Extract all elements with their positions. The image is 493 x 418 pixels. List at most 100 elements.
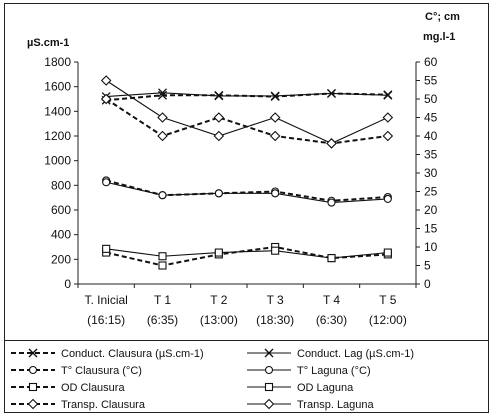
legend-label: Transp. Laguna — [297, 399, 375, 411]
right-tick-label: 45 — [424, 111, 438, 125]
data-point — [270, 91, 280, 101]
left-axis-title: µS.cm-1 — [27, 37, 69, 49]
right-tick-label: 20 — [424, 203, 438, 217]
legend: Conduct. Clausura (µS.cm-1) Conduct. Lag … — [5, 340, 488, 411]
data-point — [214, 189, 223, 198]
left-tick-label: 1200 — [44, 129, 71, 143]
x-category-label: T 1 — [154, 293, 171, 307]
legend-item: T° Laguna (°C) — [247, 365, 371, 377]
legend-marker — [28, 348, 38, 358]
series-0 — [101, 88, 393, 105]
legend-label: Conduct. Clausura (µS.cm-1) — [61, 348, 204, 360]
x-category-time: (6:35) — [147, 313, 178, 327]
legend-label: OD Laguna — [297, 382, 354, 394]
chart-frame: µS.cm-1 C°; cm mg.l-1 0 200 400 600 800 1000 1… — [4, 3, 489, 413]
data-point — [269, 130, 281, 142]
series-line — [105, 80, 389, 145]
left-tick-label: 0 — [64, 277, 71, 291]
legend-item: Transp. Clausura — [11, 398, 146, 411]
data-point — [383, 248, 392, 257]
legend-item: Transp. Laguna — [247, 398, 375, 411]
data-point — [327, 198, 336, 207]
data-point — [213, 112, 225, 123]
right-tick-label: 60 — [424, 55, 438, 69]
data-point — [157, 112, 168, 123]
right-tick-label: 55 — [424, 74, 438, 88]
legend-marker — [28, 365, 38, 375]
left-tick-label: 800 — [51, 178, 71, 192]
legend-label: Transp. Clausura — [61, 399, 146, 411]
x-category-label: T 5 — [379, 293, 396, 307]
legend-label: T° Clausura (°C) — [61, 365, 142, 377]
series-3 — [102, 178, 392, 207]
legend-marker — [264, 382, 274, 392]
series-line — [105, 245, 388, 267]
line-chart: µS.cm-1 C°; cm mg.l-1 020040060080010001… — [27, 11, 460, 327]
left-tick-label: 200 — [51, 252, 71, 266]
x-category-label: T 3 — [267, 293, 284, 307]
data-point — [271, 246, 280, 255]
data-point — [383, 90, 393, 100]
data-point — [214, 91, 224, 101]
right-tick-label: 15 — [424, 222, 438, 236]
left-tick-label: 1800 — [44, 55, 71, 69]
data-point — [158, 261, 167, 270]
series-5 — [102, 244, 392, 263]
right-tick-label: 30 — [424, 166, 438, 180]
legend-item: OD Clausura — [11, 382, 125, 394]
series-7 — [100, 75, 394, 149]
legend-item: T° Clausura (°C) — [11, 365, 142, 377]
legend-label: T° Laguna (°C) — [297, 365, 371, 377]
data-point — [102, 244, 111, 253]
x-category-time: (18:30) — [256, 313, 294, 327]
x-category-time: (13:00) — [200, 313, 238, 327]
data-point — [382, 130, 394, 142]
legend-marker — [264, 365, 274, 375]
right-axis-title-line1: C°; cm — [425, 11, 460, 23]
series-line — [106, 248, 388, 259]
right-tick-label: 10 — [424, 240, 438, 254]
right-axis-title-line2: mg.l-1 — [423, 31, 455, 43]
x-category-time: (16:15) — [87, 313, 125, 327]
x-category-time: (12:00) — [369, 313, 407, 327]
data-point — [327, 254, 336, 263]
x-category-label: T 4 — [323, 293, 340, 307]
x-category-label: T. Inicial — [84, 293, 127, 307]
series-line — [105, 179, 388, 202]
data-point — [100, 93, 112, 105]
legend-item: OD Laguna — [247, 382, 354, 394]
right-tick-label: 50 — [424, 92, 438, 106]
legend-marker — [264, 348, 274, 358]
legend-marker — [263, 398, 275, 410]
legend-label: OD Clausura — [61, 382, 125, 394]
left-tick-label: 1000 — [44, 154, 71, 168]
legend-marker — [27, 398, 39, 410]
data-point — [383, 194, 392, 203]
x-category-label: T 2 — [210, 293, 227, 307]
data-point — [269, 112, 281, 123]
data-point — [326, 138, 337, 149]
legend-item: Conduct. Clausura (µS.cm-1) — [11, 348, 204, 360]
series-6 — [100, 93, 394, 149]
data-point — [157, 130, 168, 142]
left-tick-label: 1400 — [44, 104, 71, 118]
x-category-time: (6:30) — [316, 313, 347, 327]
data-point — [158, 252, 167, 261]
legend-marker — [28, 382, 38, 392]
legend-label: Conduct. Lag (µS.cm-1) — [297, 348, 414, 360]
left-tick-label: 1600 — [44, 80, 71, 94]
data-point — [214, 248, 223, 257]
series-line — [106, 181, 388, 204]
right-tick-label: 25 — [424, 185, 438, 199]
data-point — [271, 189, 280, 198]
left-tick-label: 400 — [51, 228, 71, 242]
right-tick-label: 0 — [424, 277, 431, 291]
data-point — [327, 88, 336, 98]
right-tick-label: 40 — [424, 129, 438, 143]
series-line — [106, 92, 388, 102]
data-point — [102, 178, 111, 187]
data-point — [158, 88, 167, 98]
legend-item: Conduct. Lag (µS.cm-1) — [247, 348, 414, 360]
data-point — [382, 112, 394, 123]
data-point — [213, 130, 225, 142]
